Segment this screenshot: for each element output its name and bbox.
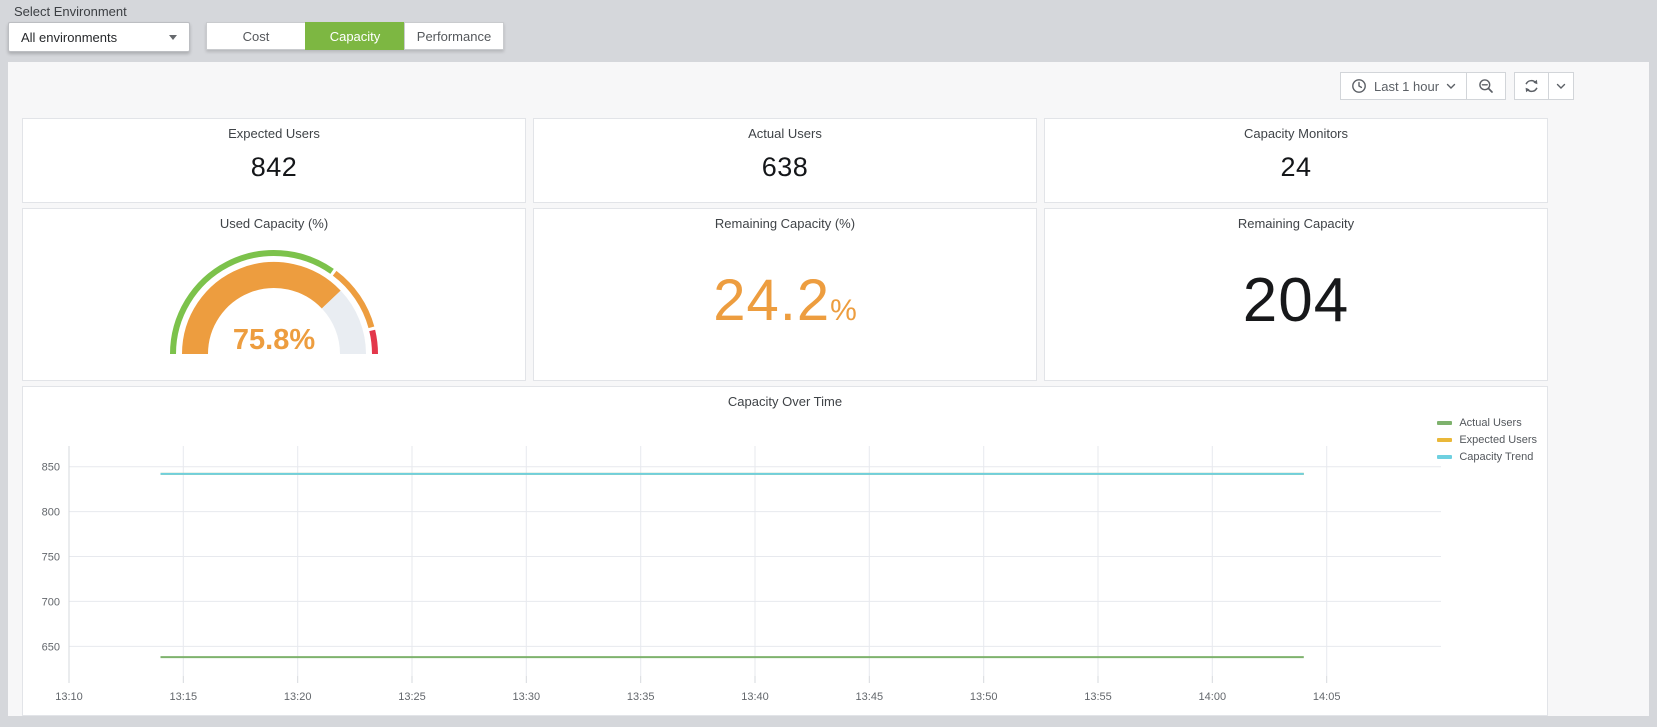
y-tick-label: 700 [42,596,60,608]
clock-icon [1352,79,1366,93]
x-tick-label: 14:05 [1313,691,1341,703]
legend-label: Expected Users [1459,434,1537,446]
chevron-down-icon [1556,83,1566,89]
legend-color-dash [1437,421,1453,425]
x-tick-label: 13:55 [1084,691,1112,703]
legend-label: Capacity Trend [1459,451,1534,463]
x-tick-label: 13:30 [513,691,541,703]
panel-title[interactable]: Used Capacity (%) [219,216,329,231]
big-stat-value: 204 [1045,231,1547,380]
time-series-plot: 650 700 750 800 850 13:10 13:15 13:20 13:25 13:30… [42,446,1441,703]
time-range-label: Last 1 hour [1374,78,1440,94]
x-tick-label: 13:35 [627,691,655,703]
panel-title[interactable]: Remaining Capacity [1237,216,1355,231]
legend-color-dash [1437,455,1453,459]
x-tick-label: 13:25 [398,691,426,703]
x-tick-label: 13:50 [970,691,998,703]
refresh-interval-dropdown[interactable] [1548,72,1575,100]
panel-title[interactable]: Actual Users [748,126,822,141]
panel-used-capacity: Used Capacity (%) 75.8% [22,208,526,381]
zoom-out-icon [1479,79,1493,93]
y-tick-label: 750 [42,552,60,564]
select-environment-label: Select Environment [14,4,127,19]
environment-select-value: All environments [21,29,118,45]
panel-title[interactable]: Expected Users [228,126,320,141]
capacity-gauge: 75.8% [159,237,389,369]
legend-item[interactable]: Expected Users [1437,434,1537,446]
dashboard-toolbar: Last 1 hour [1340,72,1575,100]
tab-cost[interactable]: Cost [206,22,306,50]
panel-capacity-monitors: Capacity Monitors 24 [1044,118,1548,203]
panel-expected-users: Expected Users 842 [22,118,526,203]
panel-actual-users: Actual Users 638 [533,118,1037,203]
gauge-value: 75.8% [232,324,316,356]
x-tick-label: 13:15 [170,691,198,703]
legend-item[interactable]: Actual Users [1437,417,1537,429]
x-tick-label: 13:45 [856,691,884,703]
panel-remaining-capacity: Remaining Capacity 204 [1044,208,1548,381]
chevron-down-icon [1446,83,1456,89]
x-tick-label: 13:40 [741,691,769,703]
dashboard-canvas: Last 1 hour [8,62,1649,716]
chart-legend: Actual Users Expected Users Capacity Trend [1437,417,1537,468]
chevron-down-icon [169,34,177,40]
big-stat-number: 24.2 [713,268,831,333]
stat-value: 638 [761,152,809,182]
big-stat-suffix: % [830,294,857,327]
y-tick-label: 800 [42,507,60,519]
gauge-arc [170,250,378,355]
tab-capacity[interactable]: Capacity [305,22,405,50]
view-tabs: Cost Capacity Performance [206,22,504,50]
y-tick-label: 650 [42,641,60,653]
stat-value: 842 [250,152,298,182]
refresh-icon [1525,79,1538,93]
tab-performance[interactable]: Performance [404,22,504,50]
time-range-picker[interactable]: Last 1 hour [1340,72,1468,100]
big-stat-value: 24.2% [534,231,1036,380]
environment-select[interactable]: All environments [8,22,190,52]
panel-title[interactable]: Capacity Monitors [1243,126,1349,141]
legend-label: Actual Users [1459,417,1522,429]
legend-item[interactable]: Capacity Trend [1437,451,1537,463]
big-stat-number: 204 [1242,266,1350,335]
y-tick-label: 850 [42,462,60,474]
x-tick-label: 13:20 [284,691,312,703]
legend-color-dash [1437,438,1453,442]
stat-value: 24 [1280,152,1312,182]
panel-title[interactable]: Remaining Capacity (%) [714,216,856,231]
refresh-button[interactable] [1514,72,1550,100]
panel-remaining-capacity-pct: Remaining Capacity (%) 24.2% [533,208,1037,381]
panel-capacity-over-time: Capacity Over Time 650 700 750 800 850 13:10 1… [22,386,1548,716]
x-tick-label: 13:10 [55,691,83,703]
x-tick-label: 14:00 [1199,691,1227,703]
panel-title[interactable]: Capacity Over Time [727,394,843,409]
zoom-out-button[interactable] [1466,72,1507,100]
